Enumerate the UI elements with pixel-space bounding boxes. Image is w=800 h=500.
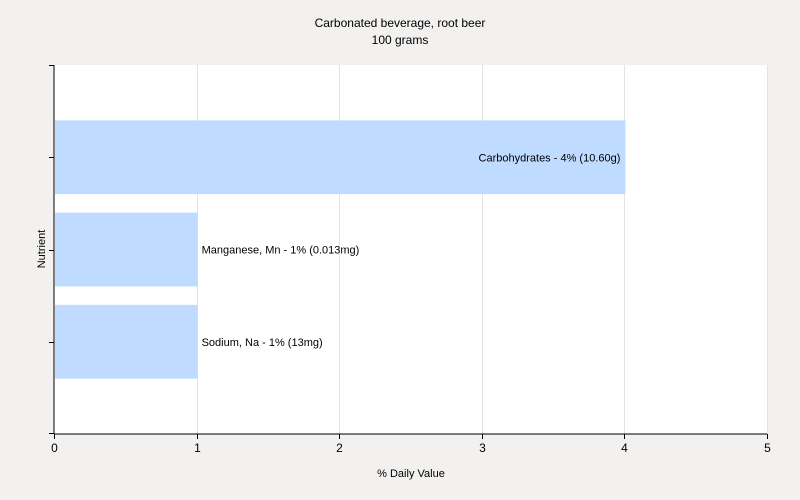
x-tick-label: 1	[194, 441, 201, 455]
bars	[55, 120, 626, 379]
bar-label: Carbohydrates - 4% (10.60g)	[479, 152, 621, 164]
bar	[55, 120, 626, 195]
x-tick-label: 5	[764, 441, 771, 455]
x-tick-label: 3	[479, 441, 486, 455]
x-axis-label: % Daily Value	[377, 468, 445, 480]
bar-label: Sodium, Na - 1% (13mg)	[202, 337, 323, 349]
chart-title: Carbonated beverage, root beer	[315, 16, 486, 30]
bar	[55, 304, 198, 379]
bar-label: Manganese, Mn - 1% (0.013mg)	[202, 245, 360, 257]
y-ticks	[49, 65, 54, 434]
bar-labels: Carbohydrates - 4% (10.60g) Manganese, Mn…	[202, 152, 621, 349]
x-tick-label: 4	[621, 441, 628, 455]
x-ticks: 0 1 2 3 4 5	[51, 434, 771, 455]
bar	[55, 212, 198, 287]
y-axis-label: Nutrient	[36, 230, 48, 269]
chart-subtitle: 100 grams	[372, 33, 429, 47]
x-tick-label: 2	[336, 441, 343, 455]
x-tick-label: 0	[51, 441, 58, 455]
axes	[53, 65, 767, 435]
